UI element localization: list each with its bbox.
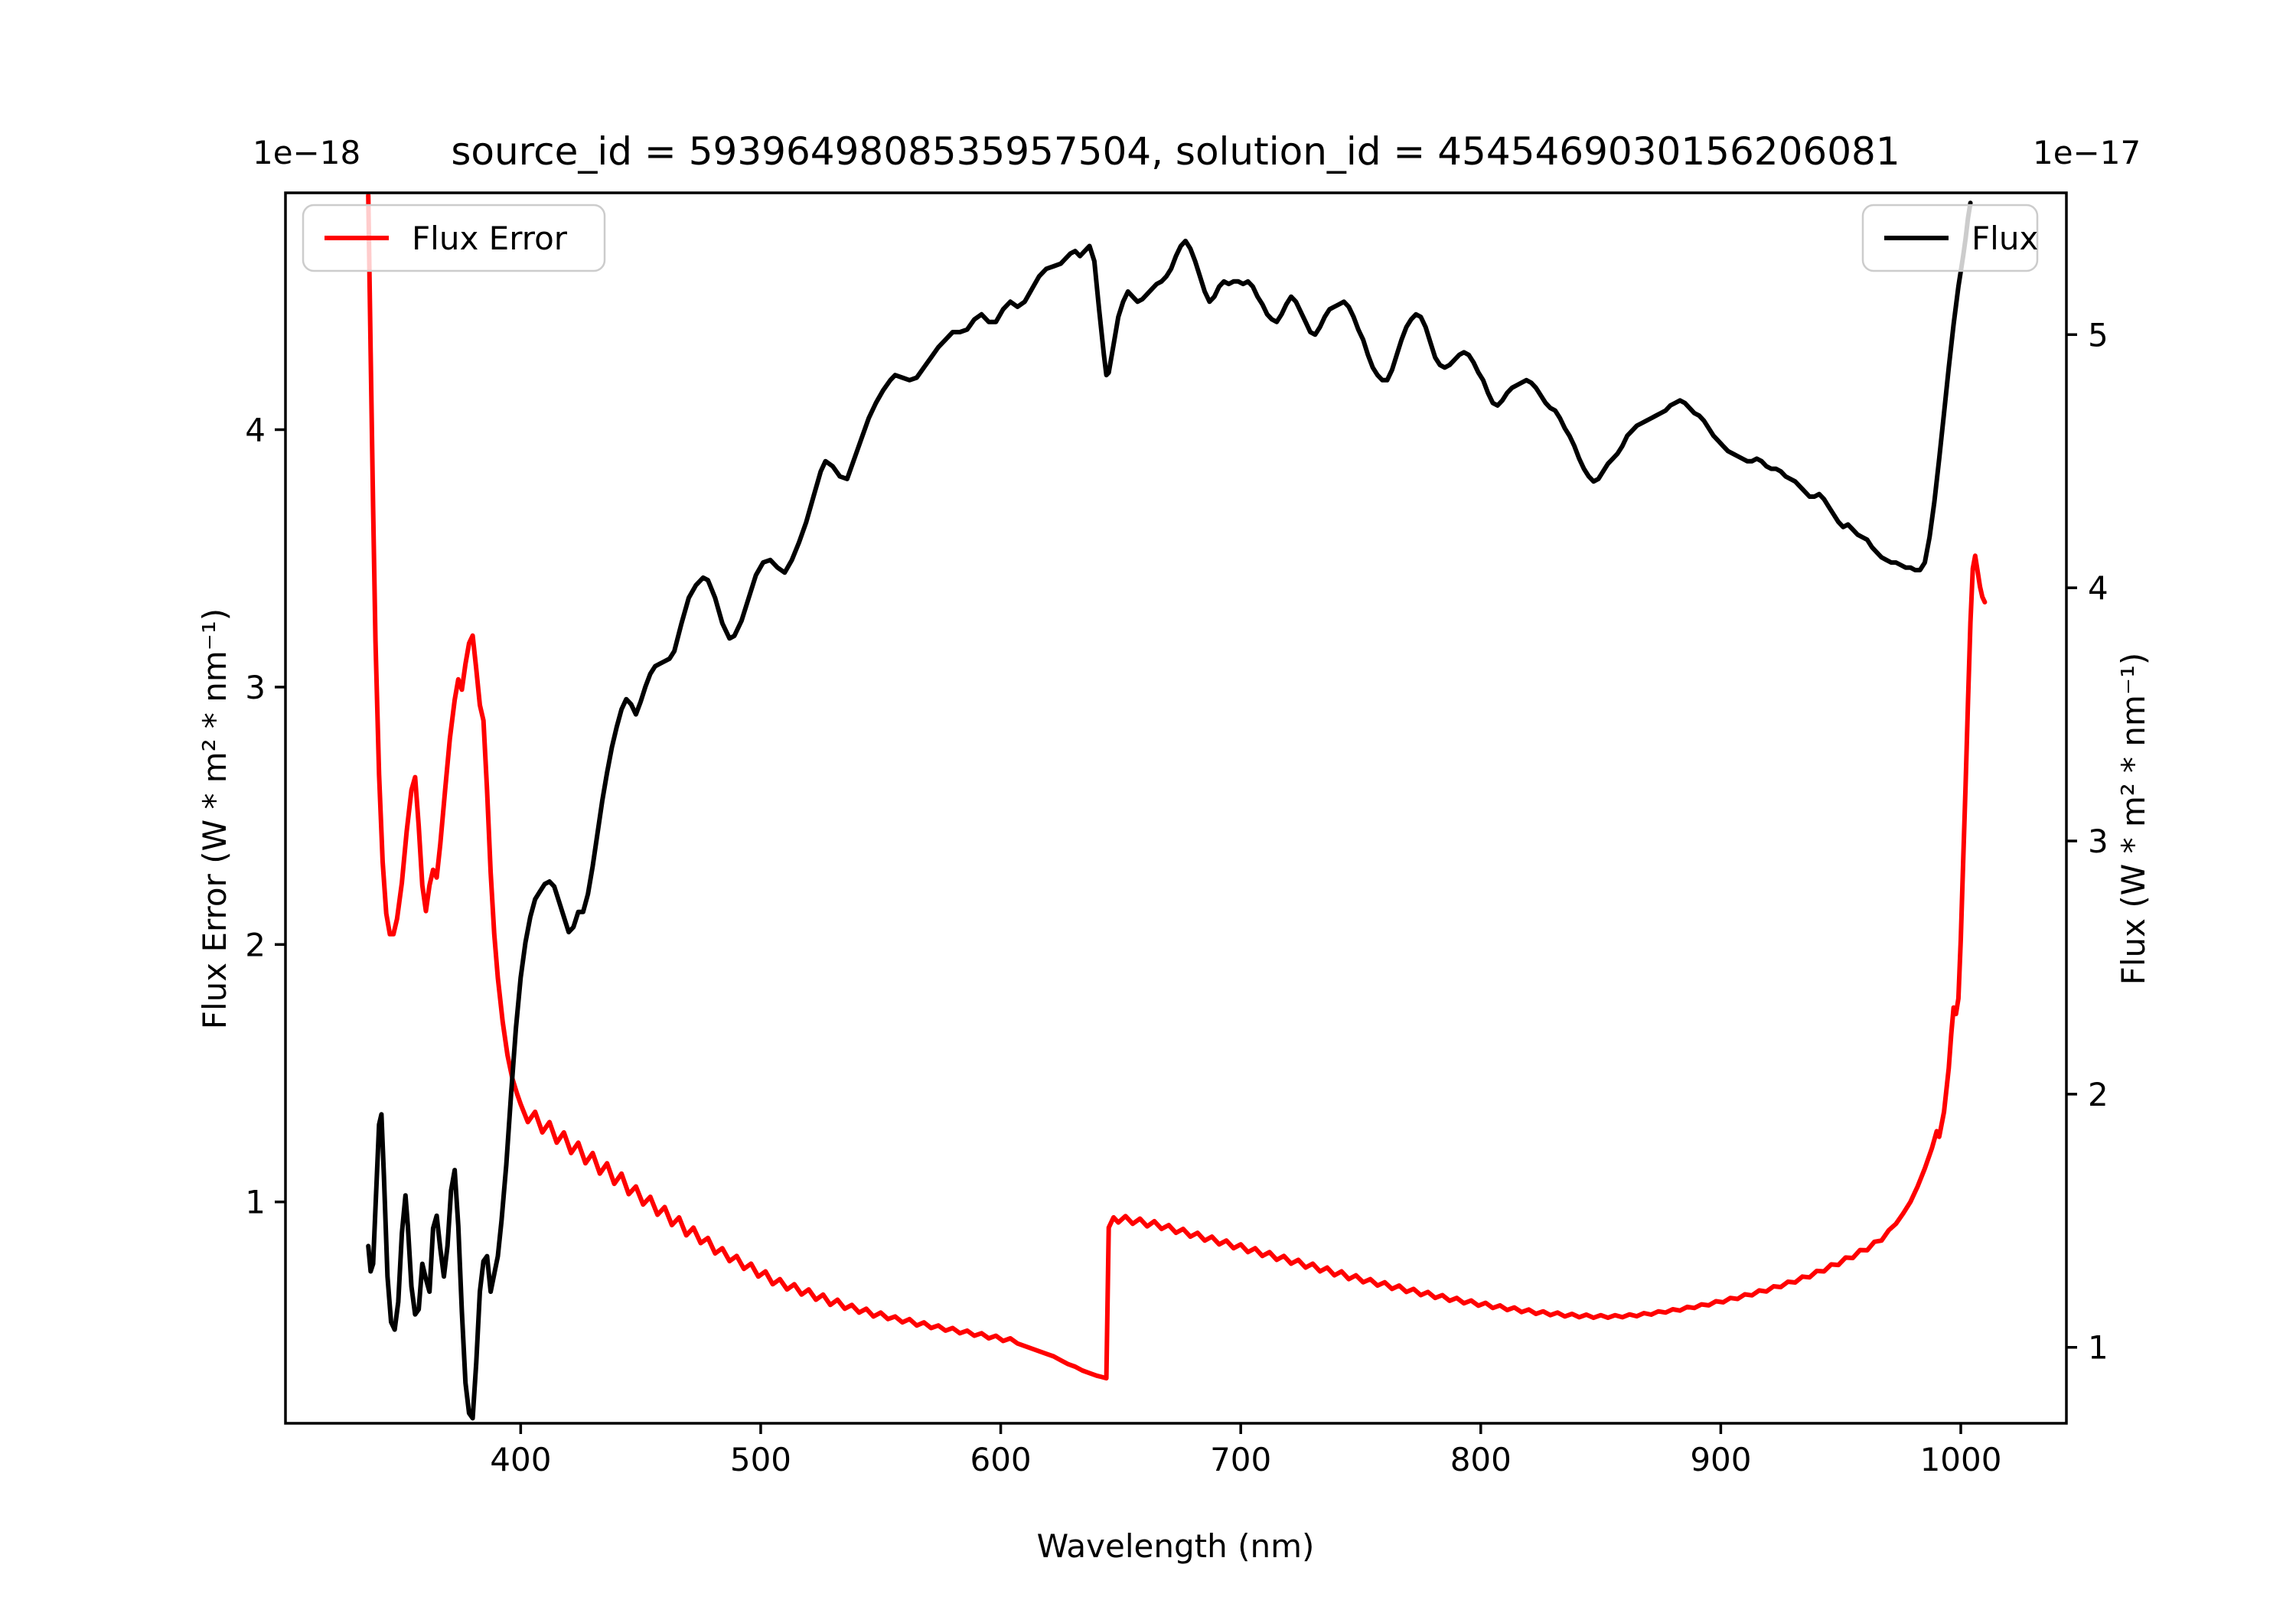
legend-flux: Flux xyxy=(1861,204,2039,272)
legend-flux-label: Flux xyxy=(1971,220,2038,257)
axes-frame xyxy=(284,191,2068,1425)
y-right-tick-label: 1 xyxy=(2088,1329,2108,1367)
y-right-tick-label: 4 xyxy=(2088,569,2108,607)
legend-flux-error: Flux Error xyxy=(302,204,606,272)
y-right-tick-label: 5 xyxy=(2088,316,2108,354)
series-flux-error-curve xyxy=(366,193,1988,1381)
x-tick-label: 700 xyxy=(1210,1441,1271,1478)
y-left-tick-label: 2 xyxy=(245,926,266,963)
axes-spines xyxy=(284,191,2068,1425)
x-tick-label: 500 xyxy=(730,1441,791,1478)
legend-flux-error-box xyxy=(302,204,606,272)
legend-flux-error-label: Flux Error xyxy=(412,220,568,257)
plot-title: source_id = 5939649808535957504, solutio… xyxy=(451,129,1900,174)
y-right-axis-label: Flux (W * m² * nm⁻¹) xyxy=(2115,653,2152,986)
y-left-tick-label: 1 xyxy=(245,1184,266,1221)
x-tick-label: 800 xyxy=(1450,1441,1512,1478)
curves-layer xyxy=(366,193,1988,1421)
x-axis-label: Wavelength (nm) xyxy=(1037,1527,1315,1565)
y-left-tick-label: 3 xyxy=(245,669,266,706)
y-right-tick-label: 3 xyxy=(2088,823,2108,860)
y-left-tick-label: 4 xyxy=(245,411,266,448)
ticks-layer: 400 500 600 700 800 900 1000 1 2 3 4 1 2 3 4 5 xyxy=(245,316,2108,1478)
legend-flux-box xyxy=(1861,204,2039,272)
x-tick-label: 900 xyxy=(1690,1441,1751,1478)
x-tick-label: 600 xyxy=(970,1441,1031,1478)
y-left-offset-text: 1e−18 xyxy=(253,134,360,171)
x-tick-label: 1000 xyxy=(1920,1441,2002,1478)
y-right-offset-text: 1e−17 xyxy=(2033,134,2141,171)
y-right-tick-label: 2 xyxy=(2088,1076,2108,1113)
y-left-axis-label: Flux Error (W * m² * nm⁻¹) xyxy=(196,608,233,1029)
series-flux-curve xyxy=(366,200,1973,1421)
x-tick-label: 400 xyxy=(490,1441,551,1478)
